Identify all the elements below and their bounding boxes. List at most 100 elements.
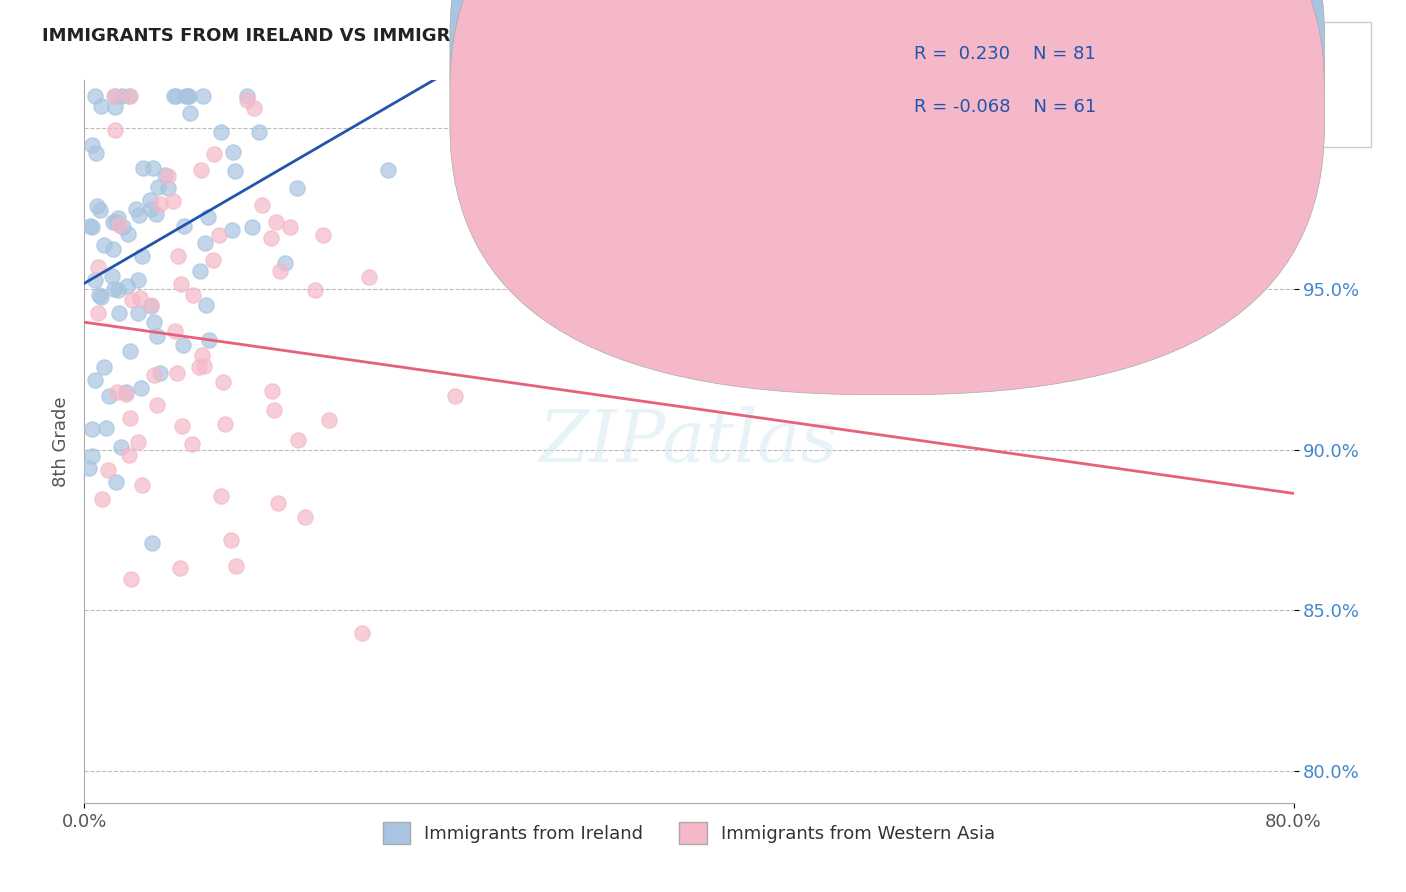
Point	[121, 293, 143, 307]
Point	[80, 219, 103, 234]
Point	[166, 366, 188, 380]
Point	[127, 434, 149, 449]
Point	[146, 329, 169, 343]
Point	[250, 198, 273, 212]
Point	[236, 89, 259, 103]
Point	[138, 193, 160, 207]
Point	[209, 489, 232, 503]
Point	[101, 242, 124, 256]
Point	[97, 389, 120, 403]
Point	[170, 418, 193, 433]
Point	[242, 101, 264, 115]
Point	[146, 180, 169, 194]
Point	[104, 89, 127, 103]
Point	[163, 89, 186, 103]
Point	[84, 372, 107, 386]
Point	[304, 283, 326, 297]
Point	[287, 433, 309, 447]
Point	[120, 89, 142, 103]
Point	[267, 495, 290, 509]
Point	[263, 402, 285, 417]
Point	[194, 298, 217, 312]
Point	[149, 197, 172, 211]
Point	[90, 492, 112, 507]
Point	[194, 235, 217, 250]
Point	[179, 106, 201, 120]
Point	[209, 125, 232, 139]
Point	[190, 163, 212, 178]
Point	[93, 360, 115, 375]
Point	[120, 344, 142, 359]
Point	[114, 385, 136, 400]
Point	[127, 305, 149, 319]
Point	[82, 422, 104, 436]
Point	[120, 572, 142, 586]
Point	[181, 288, 204, 302]
Point	[166, 249, 188, 263]
Point	[157, 169, 180, 184]
Point	[104, 215, 127, 229]
Point	[287, 181, 309, 195]
Point	[224, 163, 246, 178]
Point	[269, 264, 291, 278]
Point	[221, 222, 243, 236]
Point	[377, 162, 399, 177]
Point	[84, 146, 107, 161]
Point	[128, 291, 150, 305]
Point	[260, 384, 283, 398]
Point	[139, 298, 162, 312]
Point	[141, 299, 163, 313]
Point	[80, 137, 103, 152]
Point	[118, 411, 141, 425]
Point	[193, 359, 215, 373]
Point	[169, 277, 191, 291]
Point	[198, 333, 221, 347]
Point	[117, 89, 139, 103]
Point	[103, 89, 125, 103]
Point	[79, 219, 101, 233]
Point	[235, 93, 257, 107]
Point	[172, 338, 194, 352]
Point	[247, 125, 270, 139]
Point	[86, 199, 108, 213]
Point	[139, 202, 162, 216]
Point	[169, 561, 191, 575]
Point	[93, 238, 115, 252]
Point	[214, 417, 236, 431]
Point	[90, 99, 112, 113]
Point	[97, 463, 120, 477]
Point	[118, 448, 141, 462]
Point	[125, 202, 148, 216]
Point	[127, 273, 149, 287]
Text: Source: ZipAtlas.com: Source: ZipAtlas.com	[1216, 27, 1364, 41]
Text: IMMIGRANTS FROM IRELAND VS IMMIGRANTS FROM WESTERN ASIA 8TH GRADE CORRELATION CH: IMMIGRANTS FROM IRELAND VS IMMIGRANTS FR…	[42, 27, 1073, 45]
Point	[350, 625, 373, 640]
Point	[153, 168, 176, 182]
Point	[131, 478, 153, 492]
Y-axis label: 8th Grade: 8th Grade	[52, 396, 70, 487]
Point	[107, 283, 129, 297]
Point	[107, 211, 129, 226]
Point	[89, 288, 111, 302]
Point	[89, 202, 111, 217]
Point	[225, 558, 247, 573]
Point	[444, 389, 467, 403]
Point	[141, 535, 163, 549]
Point	[274, 256, 297, 270]
Point	[77, 461, 100, 475]
Point	[165, 89, 187, 103]
Legend: Immigrants from Ireland, Immigrants from Western Asia: Immigrants from Ireland, Immigrants from…	[375, 815, 1002, 852]
Point	[280, 219, 302, 234]
Point	[146, 398, 169, 412]
Point	[105, 475, 128, 490]
Point	[260, 231, 283, 245]
Point	[318, 413, 340, 427]
Point	[143, 368, 166, 382]
Point	[181, 437, 204, 451]
Point	[188, 359, 211, 374]
Point	[105, 385, 128, 400]
Point	[142, 161, 165, 175]
Point	[80, 449, 103, 463]
Point	[111, 220, 134, 235]
Point	[197, 211, 219, 225]
